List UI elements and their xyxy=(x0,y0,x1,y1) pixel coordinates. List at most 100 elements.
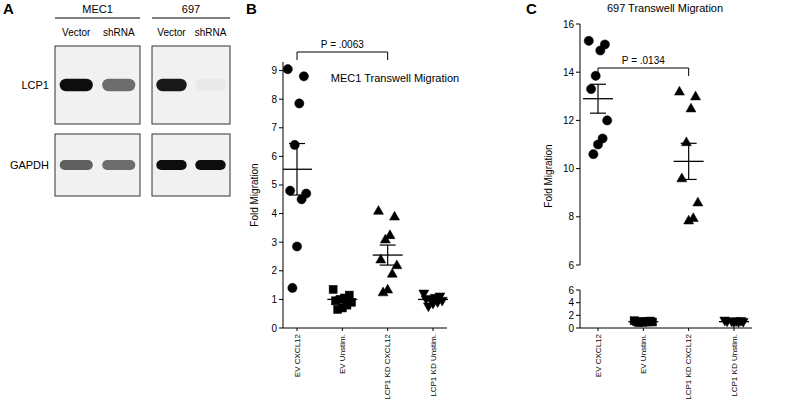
data-point xyxy=(635,319,643,327)
y-tick xyxy=(576,216,580,217)
error-bar-cap xyxy=(590,84,606,85)
blot-band xyxy=(156,79,186,91)
lane-label: Vector xyxy=(62,27,91,38)
data-point xyxy=(587,84,596,93)
blot-band xyxy=(156,160,186,170)
lane-label: Vector xyxy=(157,27,186,38)
data-point xyxy=(299,72,308,81)
y-tick xyxy=(576,265,580,266)
p-value: P = .0063 xyxy=(321,39,364,50)
error-bar-cap xyxy=(681,143,697,144)
plot-area xyxy=(583,36,704,224)
data-point xyxy=(297,195,306,204)
y-tick xyxy=(279,70,283,71)
header-line xyxy=(152,18,230,19)
data-point xyxy=(593,140,602,149)
x-tick xyxy=(433,328,434,331)
data-point xyxy=(387,268,397,277)
y-axis-label: Fold Migration xyxy=(249,163,260,226)
x-tick-label: EV CXCL12 xyxy=(293,333,302,377)
data-point xyxy=(584,36,593,45)
data-point xyxy=(292,242,301,251)
x-tick-label: LCP1 KD Unstim. xyxy=(730,334,739,397)
data-point xyxy=(596,46,605,55)
error-bar xyxy=(590,84,606,113)
x-tick xyxy=(643,328,644,331)
data-point xyxy=(589,150,598,159)
y-tick xyxy=(576,328,580,329)
y-tick xyxy=(576,302,580,303)
blot-membrane xyxy=(55,46,140,124)
blot-band xyxy=(60,79,93,91)
panel-label: A xyxy=(3,0,14,17)
data-point xyxy=(693,197,703,206)
error-bar xyxy=(289,144,305,195)
panel-label: C xyxy=(526,0,537,17)
protein-label: LCP1 xyxy=(21,79,49,91)
x-axis-line xyxy=(580,328,752,329)
blot-band xyxy=(102,160,135,170)
y-tick-label: 0 xyxy=(271,323,277,334)
data-point xyxy=(373,206,383,215)
y-axis-line xyxy=(580,290,581,328)
y-tick-label: 8 xyxy=(568,211,574,222)
error-bar-cap xyxy=(289,194,305,195)
chart-title: 697 Transwell Migration xyxy=(607,2,723,14)
y-tick xyxy=(576,168,580,169)
protein-label: GAPDH xyxy=(10,159,49,171)
data-point xyxy=(378,287,388,296)
y-tick-label: 14 xyxy=(563,67,575,78)
data-point xyxy=(334,305,342,313)
error-bar-cap xyxy=(289,143,305,144)
y-tick xyxy=(279,99,283,100)
error-bar-stem xyxy=(342,297,343,302)
x-tick xyxy=(598,328,599,331)
y-tick xyxy=(279,127,283,128)
y-tick xyxy=(279,184,283,185)
data-point xyxy=(591,71,600,80)
x-tick xyxy=(387,328,388,331)
y-tick-label: 4 xyxy=(271,208,277,219)
y-tick-label: 3 xyxy=(271,237,277,248)
figure: ALCP1GAPDHMEC1VectorshRNA697VectorshRNAB… xyxy=(0,0,795,400)
x-tick xyxy=(688,328,689,331)
lane-label: shRNA xyxy=(103,27,135,38)
y-tick xyxy=(279,242,283,243)
error-bar-cap xyxy=(334,297,350,298)
data-point xyxy=(674,86,684,95)
y-tick-label: 5 xyxy=(271,179,277,190)
y-tick xyxy=(576,120,580,121)
y-axis-line xyxy=(283,62,284,328)
y-tick-label: 10 xyxy=(563,163,575,174)
y-tick xyxy=(279,270,283,271)
cell-line-label: 697 xyxy=(182,3,200,15)
y-tick-label: 6 xyxy=(568,285,574,296)
cell-line-label: MEC1 xyxy=(82,3,113,15)
data-point xyxy=(290,140,299,149)
x-tick-label: LCP1 KD CXCL12 xyxy=(383,333,392,399)
error-bar xyxy=(635,321,651,322)
data-point xyxy=(686,103,696,112)
error-bar-cap xyxy=(425,300,441,301)
y-tick xyxy=(279,213,283,214)
y-tick-label: 6 xyxy=(271,151,277,162)
data-point xyxy=(288,283,297,292)
y-tick xyxy=(279,328,283,329)
y-tick xyxy=(576,290,580,291)
data-point xyxy=(283,65,292,74)
error-bar xyxy=(425,298,441,301)
y-tick-label: 4 xyxy=(568,297,574,308)
error-bar-cap xyxy=(380,244,396,245)
blot-band xyxy=(60,160,93,170)
y-axis-line xyxy=(580,24,581,265)
error-bar-cap xyxy=(425,297,441,298)
error-bar-cap xyxy=(334,301,350,302)
x-tick-label: LCP1 KD CXCL12 xyxy=(684,333,693,399)
y-tick-label: 8 xyxy=(271,94,277,105)
data-point xyxy=(331,297,339,305)
y-tick-label: 9 xyxy=(271,65,277,76)
data-point xyxy=(392,260,402,269)
x-tick-label: LCP1 KD Unstim. xyxy=(429,334,438,397)
header-line xyxy=(55,18,140,19)
x-tick-label: EV Unstim. xyxy=(338,334,347,374)
